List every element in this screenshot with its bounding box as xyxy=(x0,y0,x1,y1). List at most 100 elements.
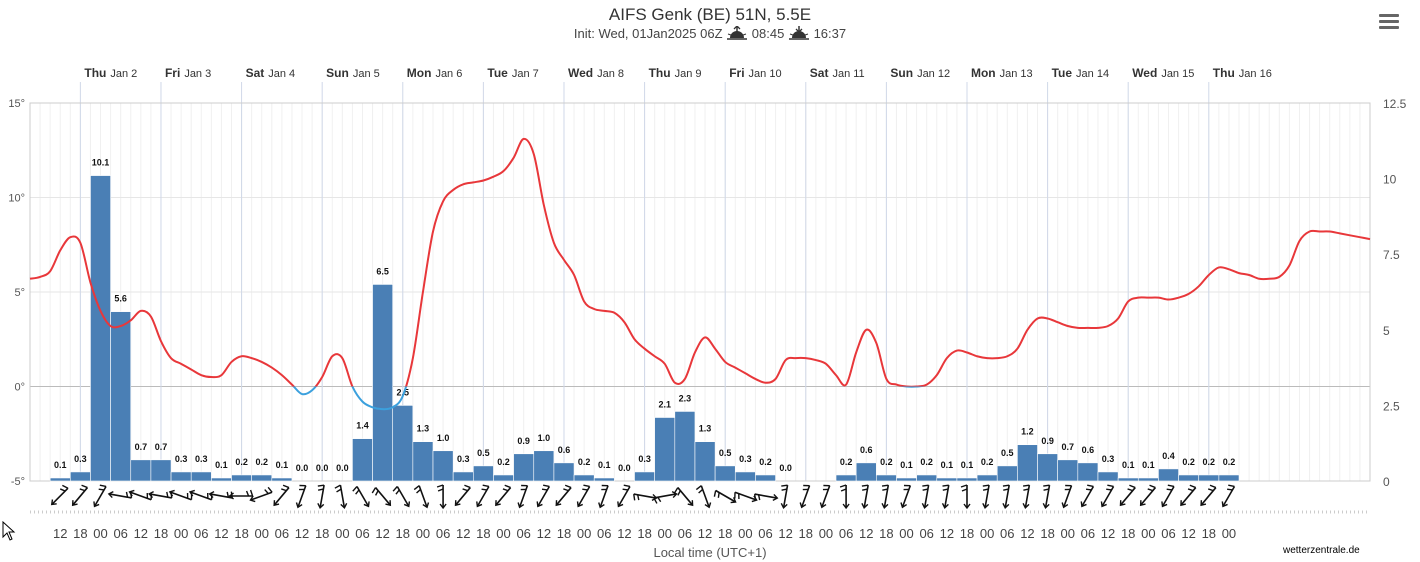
precip-value-label: 0.1 xyxy=(961,460,974,470)
wind-barb-icon xyxy=(734,491,758,503)
wind-barb-feather xyxy=(125,491,129,498)
hour-tick-label: 00 xyxy=(819,526,833,541)
wind-barb-feather xyxy=(781,488,787,491)
day-label: Tue Jan 7 xyxy=(487,66,538,80)
wind-barb-arrowhead xyxy=(555,500,562,507)
wind-barb-shaft xyxy=(1222,486,1236,506)
wind-barb-icon xyxy=(495,484,512,507)
hamburger-menu-icon[interactable] xyxy=(1379,14,1399,30)
wind-barb-icon xyxy=(71,484,89,507)
hour-tick-label: 12 xyxy=(53,526,67,541)
wind-barb-shaft xyxy=(618,486,631,506)
wind-barb-feather xyxy=(713,490,717,497)
precip-value-label: 0.2 xyxy=(1223,457,1236,467)
hour-tick-label: 00 xyxy=(496,526,510,541)
day-date: Jan 15 xyxy=(1161,68,1194,80)
hour-tick-label: 06 xyxy=(1000,526,1014,541)
y-right-tick-label: 12.5 xyxy=(1383,97,1407,111)
wind-barb-shaft xyxy=(1101,486,1115,506)
precip-value-label: 0.3 xyxy=(1102,454,1115,464)
wind-barb-arrowhead xyxy=(842,503,850,510)
wind-barb-arrowhead xyxy=(1180,500,1186,507)
day-date: Jan 12 xyxy=(917,68,950,80)
precip-value-label: 0.6 xyxy=(860,445,873,455)
wind-barb-arrowhead xyxy=(799,502,807,509)
wind-barb-shaft xyxy=(944,485,950,507)
hour-tick-label: 06 xyxy=(355,526,369,541)
wind-barb-feather xyxy=(62,484,69,489)
wind-barb-feather xyxy=(903,488,909,491)
wind-barb-feather xyxy=(502,488,509,492)
wind-barb-shaft xyxy=(418,485,428,507)
wind-barb-arrowhead xyxy=(1100,501,1107,508)
hour-tick-label: 00 xyxy=(93,526,107,541)
day-label: Sun Jan 5 xyxy=(326,66,380,80)
hour-tick-label: 18 xyxy=(557,526,571,541)
wind-barb-feather xyxy=(99,484,107,488)
wind-barb-feather xyxy=(226,491,230,498)
day-date: Jan 16 xyxy=(1239,68,1272,80)
wind-barb-feather xyxy=(601,488,607,491)
wind-barb-icon xyxy=(1119,484,1136,507)
sunrise-time: 08:45 xyxy=(751,26,785,41)
wind-barb-feather xyxy=(267,486,273,493)
precip-labels: 0.1 0.3 10.1 5.6 0.7 0.7 0.3 0.3 0.1 0.2 0.2 0.1 0.0… xyxy=(54,158,1235,473)
wind-barb-arrowhead xyxy=(422,502,430,509)
wind-barb-feather xyxy=(504,484,511,489)
precip-bar xyxy=(231,474,252,482)
hour-tick-label: 18 xyxy=(637,526,651,541)
precip-value-label: 2.5 xyxy=(397,387,410,397)
precip-bar xyxy=(553,462,575,482)
wind-barb-feather xyxy=(317,484,325,487)
precip-value-label: 1.0 xyxy=(538,433,551,443)
sunset-time: 16:37 xyxy=(813,26,847,41)
wind-barb-feather xyxy=(1064,488,1071,491)
wind-barb-feather xyxy=(437,488,444,492)
wind-barb-shaft xyxy=(339,485,346,507)
wind-barb-feather xyxy=(1167,484,1175,488)
hour-tick-label: 06 xyxy=(516,526,530,541)
wind-barb-shaft xyxy=(984,485,990,507)
wind-barb-feather xyxy=(942,488,949,491)
wind-barb-feather xyxy=(601,484,609,487)
hour-tick-label: 18 xyxy=(1121,526,1135,541)
precip-value-label: 6.5 xyxy=(376,266,389,276)
wind-barb-shaft xyxy=(190,491,212,501)
day-name: Fri xyxy=(165,66,180,80)
wind-barb-arrowhead xyxy=(819,502,827,509)
day-name: Sat xyxy=(810,66,829,80)
menu-bar xyxy=(1379,14,1399,17)
wind-barb-arrowhead xyxy=(730,497,737,504)
precip-bar xyxy=(755,474,776,482)
hour-tick-labels: 12 18 00 06 12 18 00 06 12 18 00 06 12 18 00 06 12 18 00 06… xyxy=(53,526,1236,541)
wind-barb-arrowhead xyxy=(704,502,712,509)
hour-tick-label: 18 xyxy=(960,526,974,541)
precip-bar xyxy=(211,477,232,482)
wind-barb-icon xyxy=(819,484,831,509)
precip-bar xyxy=(1097,471,1119,482)
credits-link[interactable]: wetterzentrale.de xyxy=(1283,545,1360,556)
precip-value-label: 0.6 xyxy=(1082,445,1095,455)
wind-barb-feather xyxy=(1129,484,1136,489)
wind-barb-icon xyxy=(921,484,930,509)
wind-barb-feather xyxy=(982,484,990,487)
wind-barb-feather xyxy=(245,490,250,497)
precip-bar xyxy=(674,411,696,482)
wind-barb-feather xyxy=(881,484,889,487)
wind-barb-feather xyxy=(823,484,830,487)
wind-barb-arrowhead xyxy=(1022,503,1030,509)
precip-value-label: 1.0 xyxy=(437,433,450,443)
wind-barb-shaft xyxy=(734,491,756,501)
precip-bar xyxy=(190,471,212,482)
wind-barb-shaft xyxy=(633,493,656,499)
precip-value-label: 0.1 xyxy=(1142,460,1155,470)
wind-barb-feather xyxy=(98,488,105,491)
hour-tick-label: 18 xyxy=(718,526,732,541)
wind-barb-icon xyxy=(1180,484,1197,507)
wind-barb-feather xyxy=(695,485,702,491)
hour-tick-label: 00 xyxy=(980,526,994,541)
wind-barb-icon xyxy=(1002,484,1010,509)
wind-barb-feather xyxy=(822,488,829,491)
day-date: Jan 9 xyxy=(675,68,702,80)
wind-barb-feather xyxy=(1127,488,1133,492)
